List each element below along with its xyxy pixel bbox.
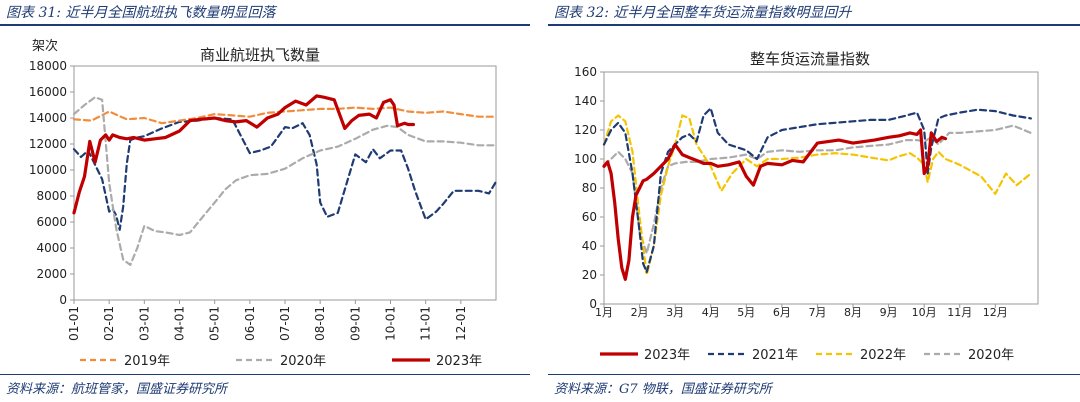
series-line-2019年 bbox=[72, 106, 498, 125]
x-tick-label: 02-01 bbox=[102, 306, 116, 341]
x-tick-label: 11月 bbox=[947, 306, 972, 319]
y-tick-label: 18000 bbox=[29, 59, 67, 73]
freight-index-chart: 整车货运流量指数 0 20 40 60 80 100 120 140 160 1月 2月 3月 4月 5月 6… bbox=[574, 50, 1039, 363]
right-bottom-rule bbox=[548, 374, 1080, 375]
y-tick-label: 8000 bbox=[36, 189, 67, 203]
x-tick-label: 06-01 bbox=[243, 306, 257, 341]
legend-label: 2021年 bbox=[752, 348, 798, 363]
x-tick-label: 6月 bbox=[773, 306, 791, 319]
x-tick-label: 05-01 bbox=[208, 306, 222, 341]
x-tick-label: 10-01 bbox=[384, 306, 398, 341]
x-tick-label: 8月 bbox=[844, 306, 862, 319]
y-tick-label: 14000 bbox=[29, 111, 67, 125]
x-tick-label: 1月 bbox=[595, 306, 613, 319]
series-line-2020年 bbox=[602, 124, 1032, 255]
legend-label: 2022年 bbox=[860, 348, 906, 363]
y-tick-label: 0 bbox=[589, 297, 597, 311]
legend-label: 2023年 bbox=[644, 348, 690, 363]
flights-chart: 商业航班执飞数量 架次 0 2000 4000 6000 8000 10000 12000 140… bbox=[29, 38, 498, 369]
y-axis-label: 架次 bbox=[32, 38, 58, 54]
right-figure-panel: 图表 32: 近半月全国整车货运流量指数明显回升 整车货运流量指数 0 20 40 60… bbox=[548, 0, 1080, 402]
y-tick-label: 120 bbox=[574, 123, 597, 137]
series-line-2023年 bbox=[602, 128, 948, 281]
y-tick-label: 6000 bbox=[36, 215, 67, 229]
x-tick-label: 09-01 bbox=[348, 306, 362, 341]
left-bottom-rule bbox=[0, 374, 530, 375]
series-line-2023年 bbox=[72, 94, 415, 215]
x-tick-label: 11-01 bbox=[419, 306, 433, 341]
plot-area-frame bbox=[603, 71, 1039, 305]
x-tick-label: 04-01 bbox=[173, 306, 187, 341]
left-source-note: 资料来源：航班管家，国盛证券研究所 bbox=[6, 382, 228, 397]
left-figure-panel: 图表 31: 近半月全国航班执飞数量明显回落 商业航班执飞数量 架次 0 2000 40… bbox=[0, 0, 530, 402]
y-tick-label: 0 bbox=[59, 293, 67, 307]
right-source-note: 资料来源：G7 物联，国盛证券研究所 bbox=[554, 382, 772, 397]
x-tick-label: 7月 bbox=[808, 306, 826, 319]
x-tick-label: 01-01 bbox=[67, 306, 81, 341]
y-tick-label: 10000 bbox=[29, 163, 67, 177]
y-tick-label: 100 bbox=[574, 152, 597, 166]
right-figure-title: 图表 32: 近半月全国整车货运流量指数明显回升 bbox=[554, 5, 852, 21]
x-tick-label: 12-01 bbox=[454, 306, 468, 341]
x-tick-label: 9月 bbox=[880, 306, 898, 319]
legend-label: 2020年 bbox=[968, 348, 1014, 363]
y-tick-label: 160 bbox=[574, 65, 597, 79]
y-tick-label: 20 bbox=[582, 268, 597, 282]
plot-area-frame bbox=[73, 65, 497, 301]
x-tick-label: 10月 bbox=[912, 306, 937, 319]
chart-title: 整车货运流量指数 bbox=[750, 50, 870, 68]
y-tick-label: 4000 bbox=[36, 241, 67, 255]
series-line-2020年 bbox=[72, 96, 498, 266]
y-tick-label: 40 bbox=[582, 239, 597, 253]
y-tick-label: 2000 bbox=[36, 267, 67, 281]
left-figure-title: 图表 31: 近半月全国航班执飞数量明显回落 bbox=[6, 5, 276, 21]
y-tick-label: 80 bbox=[582, 181, 597, 195]
x-tick-label: 2月 bbox=[631, 306, 649, 319]
x-tick-label: 4月 bbox=[702, 306, 720, 319]
y-tick-label: 12000 bbox=[29, 137, 67, 151]
chart-title: 商业航班执飞数量 bbox=[200, 46, 320, 64]
x-tick-label: 08-01 bbox=[313, 306, 327, 341]
y-tick-label: 16000 bbox=[29, 85, 67, 99]
legend-label: 2020年 bbox=[280, 354, 326, 369]
x-tick-label: 3月 bbox=[666, 306, 684, 319]
series-line-2021年 bbox=[602, 107, 1032, 274]
legend-label: 2019年 bbox=[124, 354, 170, 369]
legend-label: 2023年 bbox=[436, 354, 482, 369]
x-tick-label: 5月 bbox=[737, 306, 755, 319]
y-tick-label: 140 bbox=[574, 94, 597, 108]
x-tick-label: 03-01 bbox=[137, 306, 151, 341]
x-tick-label: 07-01 bbox=[278, 306, 292, 341]
series-line-2021年 bbox=[72, 116, 498, 231]
series-line-2022年 bbox=[602, 114, 1032, 277]
y-tick-label: 60 bbox=[582, 210, 597, 224]
left-top-rule bbox=[0, 24, 530, 26]
right-top-rule bbox=[548, 24, 1080, 26]
x-tick-label: 12月 bbox=[983, 306, 1008, 319]
